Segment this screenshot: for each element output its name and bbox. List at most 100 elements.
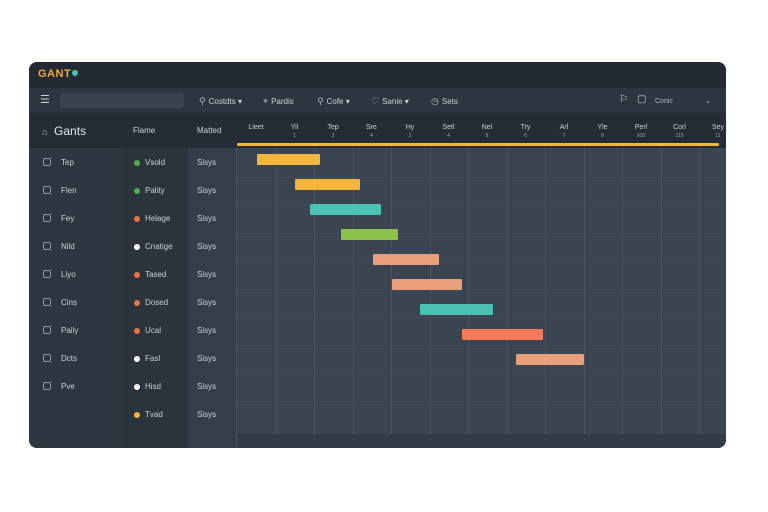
task-duration: Sisys <box>197 382 217 391</box>
menu-icon[interactable]: ☰ <box>40 94 50 106</box>
task-duration: Sisys <box>197 270 217 279</box>
task-name[interactable]: Ucal <box>145 326 162 335</box>
search-input[interactable] <box>60 93 184 108</box>
toolbar-button-3[interactable]: ♡ Sanie ▾ <box>371 95 409 107</box>
row-checkbox-icon[interactable] <box>43 354 51 362</box>
sidebar-item[interactable]: Dcts <box>61 354 77 363</box>
task-duration: Sisys <box>197 214 217 223</box>
day-sublabel: 2 <box>331 133 335 139</box>
sidebar-item[interactable]: Fey <box>61 214 75 223</box>
sidebar-title-text: Gants <box>54 124 87 138</box>
row-checkbox-icon[interactable] <box>43 186 51 194</box>
task-bar[interactable] <box>516 354 585 365</box>
toolbar-button-1[interactable]: ⌖ Pardis <box>263 95 294 107</box>
row-checkbox-icon[interactable] <box>43 298 51 306</box>
day-label: Arl <box>559 124 569 131</box>
day-header: Nel 5 <box>472 123 502 141</box>
sidebar-item[interactable]: Nild <box>61 242 75 251</box>
status-dot-icon <box>134 216 140 222</box>
day-header: Lieet <box>241 123 271 132</box>
toolbar-button-label: Sanie ▾ <box>382 97 409 106</box>
sidebar-item[interactable]: Cins <box>61 298 78 307</box>
grid-column-line <box>545 148 546 434</box>
row-checkbox-icon[interactable] <box>43 158 51 166</box>
task-duration: Sisys <box>197 326 217 335</box>
day-sublabel: 7 <box>562 133 566 139</box>
task-name[interactable]: Cnatige <box>145 242 173 251</box>
row-checkbox-icon[interactable] <box>43 326 51 334</box>
task-name[interactable]: Pality <box>145 186 165 195</box>
toolbar-button-2[interactable]: ⚲ Cofe ▾ <box>317 95 350 107</box>
task-duration: Sisys <box>197 158 217 167</box>
toolbar-button-4[interactable]: ◷ Sets <box>431 95 458 107</box>
task-name[interactable]: Helage <box>145 214 171 223</box>
toolbar-button-label: Pardis <box>271 97 294 106</box>
grid-column-line <box>699 148 700 434</box>
day-header: Sre 4 <box>357 123 387 141</box>
day-sublabel: 1 <box>293 133 296 139</box>
day-sublabel: 6 <box>524 133 527 139</box>
day-label: Tep <box>327 124 339 131</box>
task-bar[interactable] <box>309 204 381 215</box>
sidebar-item[interactable]: Liyo <box>61 270 76 279</box>
toolbar-button-label: Cofe ▾ <box>326 97 350 106</box>
day-label: Sre <box>366 124 377 131</box>
task-name[interactable]: Fasl <box>145 354 161 363</box>
day-label: Nel <box>481 124 493 131</box>
task-bar[interactable] <box>294 179 360 190</box>
day-header: Corl 110 <box>665 123 695 141</box>
day-sublabel: 3 <box>408 133 412 139</box>
task-bar[interactable] <box>391 279 462 290</box>
row-checkbox-icon[interactable] <box>43 270 51 278</box>
grid-column-line <box>275 148 277 434</box>
sidebar-item[interactable]: Pve <box>61 382 75 391</box>
header-row <box>29 114 726 148</box>
sidebar-item[interactable]: Paily <box>61 326 79 335</box>
grid-column-line <box>314 148 315 434</box>
day-label: Hy <box>405 124 415 131</box>
toolbar-button-0[interactable]: ⚲ Costdts ▾ <box>199 95 242 107</box>
row-checkbox-icon[interactable] <box>43 214 51 222</box>
account-dropdown[interactable]: Conic <box>655 96 673 108</box>
row-checkbox-icon[interactable] <box>43 242 51 250</box>
chevron-down-icon[interactable]: ⌄ <box>705 98 711 105</box>
day-sublabel: 4 <box>447 133 450 139</box>
day-sublabel: 910 <box>636 133 646 139</box>
grid-row-line <box>237 177 726 178</box>
task-bar[interactable] <box>341 229 398 240</box>
status-dot-icon <box>134 188 140 194</box>
task-bar[interactable] <box>256 154 321 165</box>
status-dot-icon <box>134 384 140 390</box>
day-header: Try 6 <box>511 123 541 141</box>
row-checkbox-icon[interactable] <box>43 382 51 390</box>
task-name[interactable]: Dosed <box>145 298 169 307</box>
task-name[interactable]: Tvad <box>145 410 163 419</box>
sidebar-item[interactable]: Flen <box>61 186 77 195</box>
logo-dot-icon <box>72 70 79 76</box>
toolbar: ☰ ⚐ ▢ Conic ⌄ ⚲ Costdts ▾ ⌖ Pardis ⚲ Cofe ▾ ♡ S… <box>29 88 726 114</box>
task-bar[interactable] <box>420 304 493 315</box>
task-bar[interactable] <box>373 254 440 265</box>
gantt-grid <box>237 114 726 434</box>
toolbar-button-label: Costdts ▾ <box>208 97 242 106</box>
task-name[interactable]: Tased <box>145 270 167 279</box>
task-name[interactable]: Hisd <box>145 382 162 391</box>
grid-column-line <box>506 148 508 434</box>
task-name[interactable]: Vsold <box>145 158 166 167</box>
column-header-name[interactable]: Flame <box>133 126 156 135</box>
title-bar: GANT <box>29 62 726 88</box>
square-icon[interactable]: ▢ <box>637 94 647 105</box>
day-label: Lieet <box>248 124 264 131</box>
clock-icon: ◷ <box>431 96 439 106</box>
sidebar-item[interactable]: Tep <box>61 158 74 167</box>
day-label: Yil <box>290 124 299 131</box>
grid-row-line <box>237 373 726 374</box>
flag-icon[interactable]: ⚐ <box>619 94 628 105</box>
day-header: Sey 11 <box>703 123 726 141</box>
grid-column-line <box>391 148 392 434</box>
task-bar[interactable] <box>461 329 543 340</box>
day-sublabel: 4 <box>370 133 373 139</box>
column-header-duration[interactable]: Matted <box>197 126 222 135</box>
day-header: Perl 910 <box>626 123 656 141</box>
day-label: Try <box>520 124 531 131</box>
